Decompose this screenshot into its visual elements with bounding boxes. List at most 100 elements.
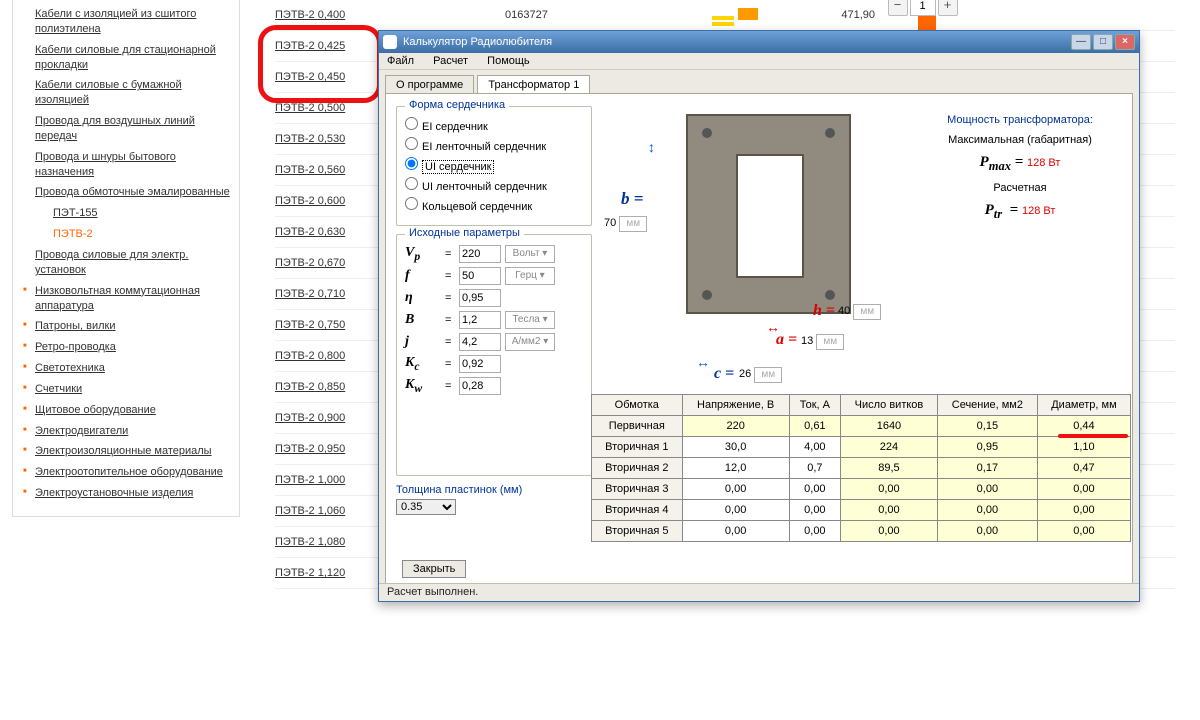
param-input[interactable]: [459, 377, 501, 395]
product-link[interactable]: ПЭТВ-2 0,600: [275, 195, 345, 207]
sidebar-item[interactable]: Патроны, вилки: [21, 316, 231, 337]
table-cell[interactable]: 12,0: [682, 458, 789, 479]
minimize-button[interactable]: —: [1071, 34, 1091, 50]
thickness-select[interactable]: 0.35: [396, 499, 456, 515]
qty-plus[interactable]: +: [938, 0, 958, 16]
table-cell[interactable]: 0,7: [789, 458, 840, 479]
sidebar-item[interactable]: Провода силовые для электр. установок: [21, 245, 231, 281]
close-button[interactable]: ×: [1115, 34, 1135, 50]
sidebar-item[interactable]: Электроизоляционные материалы: [21, 441, 231, 462]
table-cell[interactable]: 0,00: [682, 521, 789, 542]
table-cell[interactable]: 0,95: [937, 437, 1037, 458]
product-link[interactable]: ПЭТВ-2 0,425: [275, 40, 345, 52]
sidebar-item[interactable]: Провода и шнуры бытового назначения: [21, 147, 231, 183]
product-link[interactable]: ПЭТВ-2 1,080: [275, 536, 345, 548]
sidebar-item[interactable]: Провода обмоточные эмалированные: [21, 182, 231, 203]
tab-transformer1[interactable]: Трансформатор 1: [477, 75, 590, 94]
product-link[interactable]: ПЭТВ-2 0,400: [275, 9, 345, 21]
dialog-titlebar[interactable]: Калькулятор Радиолюбителя — □ ×: [379, 31, 1139, 53]
param-input[interactable]: [459, 311, 501, 329]
product-link[interactable]: ПЭТВ-2 0,710: [275, 288, 345, 300]
close-calc-button[interactable]: Закрыть: [402, 560, 466, 578]
table-cell[interactable]: 0,47: [1037, 458, 1130, 479]
sidebar-item[interactable]: Кабели силовые с бумажной изоляцией: [21, 75, 231, 111]
menu-calc[interactable]: Расчет: [433, 55, 468, 67]
table-cell[interactable]: 0,00: [841, 479, 938, 500]
table-cell[interactable]: 0,00: [789, 479, 840, 500]
table-cell[interactable]: 0,61: [789, 416, 840, 437]
product-link[interactable]: ПЭТВ-2 0,560: [275, 164, 345, 176]
core-shape-radio[interactable]: UI ленточный сердечник: [405, 175, 583, 195]
product-link[interactable]: ПЭТВ-2 1,120: [275, 567, 345, 579]
table-cell[interactable]: 0,00: [841, 500, 938, 521]
table-cell[interactable]: 0,17: [937, 458, 1037, 479]
param-unit[interactable]: Вольт ▾: [505, 245, 555, 263]
sidebar-item[interactable]: ПЭТВ-2: [21, 224, 231, 245]
product-link[interactable]: ПЭТВ-2 0,800: [275, 350, 345, 362]
table-cell[interactable]: 30,0: [682, 437, 789, 458]
qty-minus[interactable]: −: [888, 0, 908, 16]
table-cell[interactable]: 1,10: [1037, 437, 1130, 458]
sidebar-item[interactable]: Электроустановочные изделия: [21, 483, 231, 504]
table-cell[interactable]: 1640: [841, 416, 938, 437]
param-input[interactable]: [459, 333, 501, 351]
table-cell[interactable]: 4,00: [789, 437, 840, 458]
table-cell[interactable]: 0,00: [682, 479, 789, 500]
sidebar-item[interactable]: Светотехника: [21, 358, 231, 379]
product-link[interactable]: ПЭТВ-2 0,450: [275, 71, 345, 83]
table-cell[interactable]: Вторичная 4: [592, 500, 683, 521]
param-input[interactable]: [459, 245, 501, 263]
table-cell[interactable]: 0,15: [937, 416, 1037, 437]
product-link[interactable]: ПЭТВ-2 1,000: [275, 474, 345, 486]
table-cell[interactable]: 0,00: [937, 500, 1037, 521]
table-cell[interactable]: 0,00: [1037, 479, 1130, 500]
table-cell[interactable]: 0,00: [1037, 521, 1130, 542]
table-cell[interactable]: 0,00: [937, 521, 1037, 542]
sidebar-item[interactable]: Кабели силовые для стационарной прокладк…: [21, 40, 231, 76]
table-cell[interactable]: 89,5: [841, 458, 938, 479]
product-link[interactable]: ПЭТВ-2 0,900: [275, 412, 345, 424]
param-unit[interactable]: Тесла ▾: [505, 311, 555, 329]
param-input[interactable]: [459, 355, 501, 373]
core-shape-radio[interactable]: EI сердечник: [405, 115, 583, 135]
table-cell[interactable]: Вторичная 5: [592, 521, 683, 542]
sidebar-item[interactable]: Кабели с изоляцией из сшитого полиэтилен…: [21, 4, 231, 40]
maximize-button[interactable]: □: [1093, 34, 1113, 50]
sidebar-item[interactable]: Провода для воздушных линий передач: [21, 111, 231, 147]
product-link[interactable]: ПЭТВ-2 0,500: [275, 102, 345, 114]
sidebar-item[interactable]: Электродвигатели: [21, 421, 231, 442]
sidebar-item[interactable]: Электроотопительное оборудование: [21, 462, 231, 483]
menu-file[interactable]: Файл: [387, 55, 414, 67]
param-unit[interactable]: Герц ▾: [505, 267, 555, 285]
param-unit[interactable]: А/мм2 ▾: [505, 333, 555, 351]
product-link[interactable]: ПЭТВ-2 0,950: [275, 443, 345, 455]
product-link[interactable]: ПЭТВ-2 0,850: [275, 381, 345, 393]
table-cell[interactable]: Вторичная 2: [592, 458, 683, 479]
product-link[interactable]: ПЭТВ-2 0,670: [275, 257, 345, 269]
menu-help[interactable]: Помощь: [487, 55, 530, 67]
sidebar-item[interactable]: Ретро-проводка: [21, 337, 231, 358]
product-link[interactable]: ПЭТВ-2 0,530: [275, 133, 345, 145]
table-cell[interactable]: 0,44: [1037, 416, 1130, 437]
param-input[interactable]: [459, 267, 501, 285]
table-cell[interactable]: 220: [682, 416, 789, 437]
product-link[interactable]: ПЭТВ-2 0,630: [275, 226, 345, 238]
table-cell[interactable]: 0,00: [789, 500, 840, 521]
table-cell[interactable]: 0,00: [841, 521, 938, 542]
sidebar-item[interactable]: Щитовое оборудование: [21, 400, 231, 421]
core-shape-radio[interactable]: EI ленточный сердечник: [405, 135, 583, 155]
product-link[interactable]: ПЭТВ-2 0,750: [275, 319, 345, 331]
table-cell[interactable]: 0,00: [789, 521, 840, 542]
table-cell[interactable]: 0,00: [937, 479, 1037, 500]
qty-input[interactable]: [910, 0, 936, 16]
table-cell[interactable]: 0,00: [682, 500, 789, 521]
tab-about[interactable]: О программе: [385, 75, 474, 94]
table-cell[interactable]: Вторичная 1: [592, 437, 683, 458]
core-shape-radio[interactable]: UI сердечник: [405, 155, 583, 175]
table-cell[interactable]: 224: [841, 437, 938, 458]
sidebar-item[interactable]: Счетчики: [21, 379, 231, 400]
table-cell[interactable]: Первичная: [592, 416, 683, 437]
table-cell[interactable]: 0,00: [1037, 500, 1130, 521]
param-input[interactable]: [459, 289, 501, 307]
table-cell[interactable]: Вторичная 3: [592, 479, 683, 500]
